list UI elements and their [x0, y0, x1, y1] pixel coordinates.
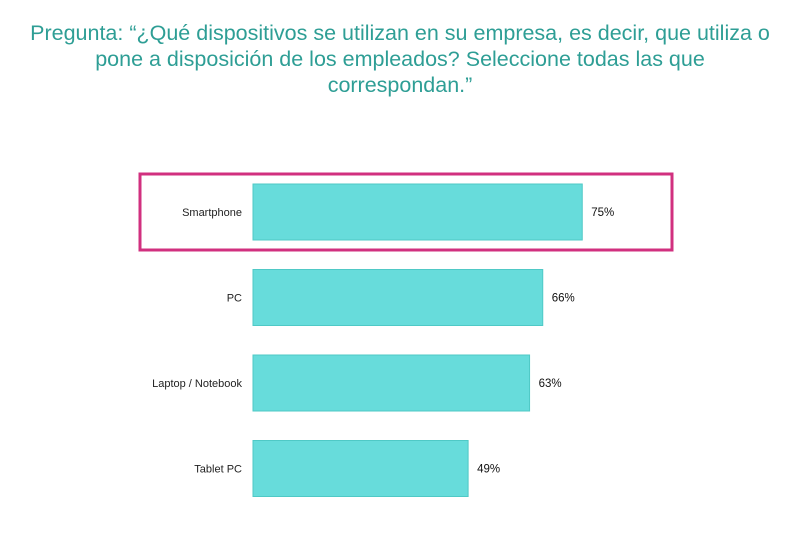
category-label: Laptop / Notebook — [152, 378, 242, 390]
highlight-box — [138, 172, 674, 252]
category-label: PC — [227, 293, 242, 305]
bar-group: PC 66% — [227, 269, 575, 326]
category-label: Tablet PC — [194, 464, 242, 476]
bars-layer: Smartphone 75% PC 66% Laptop / Notebook 63% Ta… — [138, 172, 674, 497]
value-label: 63% — [539, 378, 562, 390]
value-label: 49% — [477, 464, 500, 476]
bar-group: Tablet PC 49% — [194, 440, 500, 497]
category-label: Smartphone — [182, 207, 242, 219]
value-label: 66% — [552, 293, 575, 305]
bar — [252, 354, 531, 412]
question-title: Pregunta: “¿Qué dispositivos se utilizan… — [30, 21, 770, 97]
bar — [252, 440, 469, 497]
bar-group: Laptop / Notebook 63% — [152, 354, 562, 412]
bar — [252, 269, 544, 326]
value-label: 75% — [591, 207, 614, 219]
bar — [252, 183, 583, 241]
bar-group: Smartphone 75% — [138, 172, 674, 252]
